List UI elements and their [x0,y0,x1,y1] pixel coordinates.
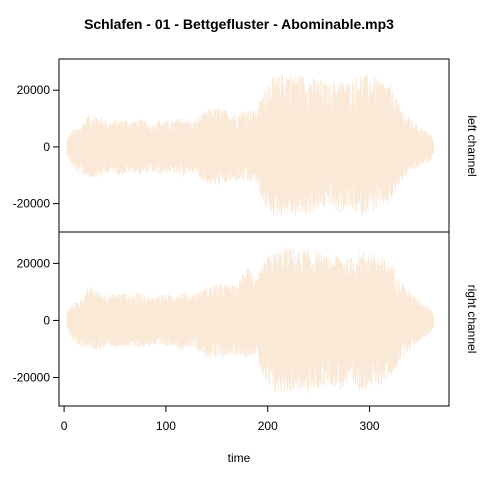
x-axis: 0 100 200 300 [61,405,380,433]
panel-left-channel: -20000 0 20000 left channel [13,58,479,233]
waveform-trace [66,73,435,217]
x-tick-label: 300 [360,419,380,433]
right-channel-y-axis: -20000 0 20000 [13,256,59,384]
x-tick-label: 200 [258,419,278,433]
x-tick-label: 0 [61,419,68,433]
panel-right-channel: -20000 0 20000 right channel [13,231,479,407]
left-channel-label: left channel [465,115,479,176]
x-axis-label: time [228,451,251,465]
right-channel-label: right channel [465,285,479,354]
y-tick-label: 20000 [17,83,51,97]
y-tick-label: 20000 [17,256,51,270]
right-channel-waveform [66,247,435,394]
left-channel-waveform [66,73,435,217]
left-channel-y-axis: -20000 0 20000 [13,83,59,211]
y-tick-label: 0 [43,313,50,327]
y-tick-label: -20000 [13,370,51,384]
y-tick-label: 0 [43,140,50,154]
y-tick-label: -20000 [13,197,51,211]
chart-title: Schlafen - 01 - Bettgefluster - Abominab… [84,16,394,32]
x-tick-label: 100 [156,419,176,433]
